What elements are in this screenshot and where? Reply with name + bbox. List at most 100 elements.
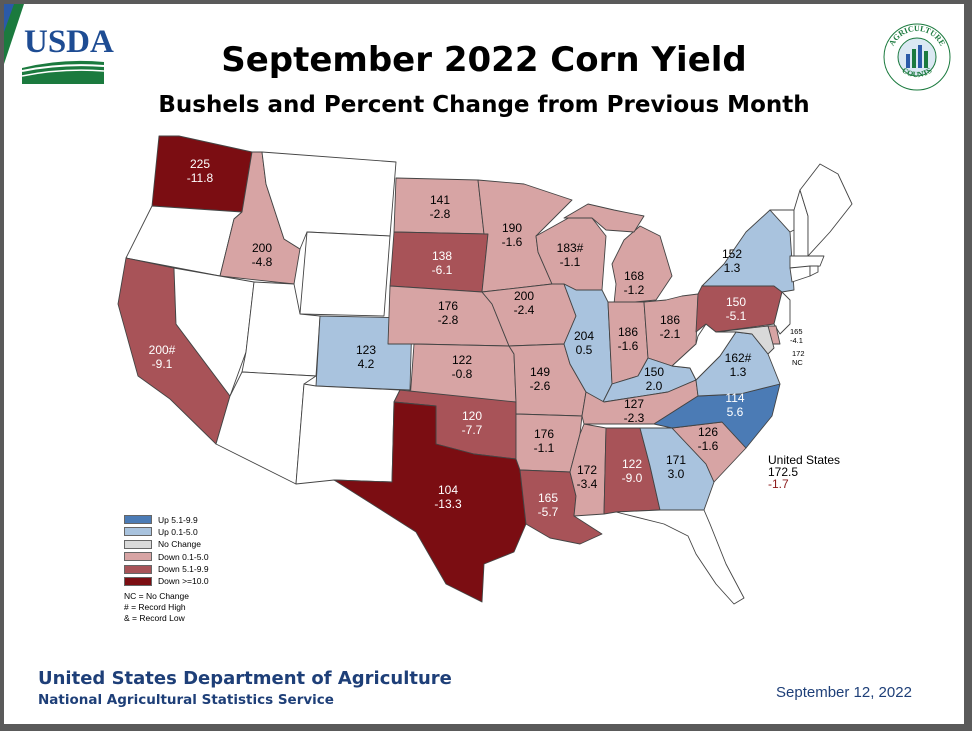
legend-swatch — [124, 552, 152, 562]
state-yield-la: 165 — [538, 491, 558, 505]
legend-item: No Change — [124, 539, 209, 550]
state-change-ok: -7.7 — [462, 423, 483, 437]
footer-date: September 12, 2022 — [776, 684, 912, 701]
state-NJ — [773, 291, 791, 335]
state-change-mn: -1.6 — [502, 235, 523, 249]
state-change-ny: 1.3 — [724, 261, 741, 275]
footer-org: United States Department of Agriculture — [38, 668, 452, 689]
legend-swatch — [124, 564, 152, 574]
us-total-change: -1.7 — [768, 477, 789, 491]
state-change-nd: -2.8 — [430, 207, 451, 221]
legend-swatch — [124, 539, 152, 549]
state-yield-tn: 127 — [624, 397, 644, 411]
state-yield-ia: 200 — [514, 289, 534, 303]
state-change-la: -5.7 — [538, 505, 559, 519]
state-yield-nd: 141 — [430, 193, 450, 207]
usda-logo: USDA — [22, 24, 114, 88]
footer-sub: National Agricultural Statistics Service — [38, 692, 334, 708]
us-map: 225-11.8200-4.8200#-9.11234.2141-2.8138-… — [117, 135, 853, 605]
state-change-ks: -0.8 — [452, 367, 473, 381]
state-yield-ks: 122 — [452, 353, 472, 367]
state-change-tn: -2.3 — [624, 411, 645, 425]
state-yield-ca: 200# — [149, 343, 176, 357]
state-yield-ar: 176 — [534, 427, 554, 441]
state-yield-ga: 171 — [666, 453, 686, 467]
state-NV — [173, 267, 255, 397]
state-change-ar: -1.1 — [534, 441, 555, 455]
state-FL — [615, 509, 745, 605]
state-yield-ne: 176 — [438, 299, 458, 313]
state-yield-co: 123 — [356, 343, 376, 357]
state-MI-UP — [563, 203, 645, 233]
state-change-ca: -9.1 — [152, 357, 173, 371]
usda-logo-swoosh — [22, 60, 104, 84]
state-yield-mo: 149 — [530, 365, 550, 379]
state-change-in: -1.6 — [618, 339, 639, 353]
us-total: United States 172.5 -1.7 — [768, 454, 840, 490]
state-NM — [295, 383, 401, 485]
state-change-id: -4.8 — [252, 255, 273, 269]
state-change-wi: -1.1 — [560, 255, 581, 269]
state-change-ne: -2.8 — [438, 313, 459, 327]
state-change-ga: 3.0 — [668, 467, 685, 481]
legend-label: Up 0.1-5.0 — [158, 526, 198, 537]
state-change-pa: -5.1 — [726, 309, 747, 323]
legend-note: & = Record Low — [124, 612, 185, 623]
state-change-mo: -2.6 — [530, 379, 551, 393]
state-change-de: -4.1 — [790, 336, 803, 345]
state-MI — [611, 225, 673, 305]
legend-item: Down >=10.0 — [124, 576, 209, 587]
legend-item: Down 5.1-9.9 — [124, 564, 209, 575]
state-change-nc: 5.6 — [727, 405, 744, 419]
state-RI — [809, 265, 819, 277]
state-yield-il: 204 — [574, 329, 594, 343]
legend-item: Down 0.1-5.0 — [124, 551, 209, 562]
legend-note: # = Record High — [124, 601, 186, 612]
state-yield-wi: 183# — [557, 241, 584, 255]
state-change-va: 1.3 — [730, 365, 747, 379]
usda-logo-text: USDA — [24, 24, 114, 60]
state-TX — [333, 401, 527, 603]
state-ME — [799, 163, 853, 257]
state-yield-oh: 186 — [660, 313, 680, 327]
us-total-yield: 172.5 — [768, 465, 799, 479]
state-change-tx: -13.3 — [434, 497, 462, 511]
state-yield-nc: 114 — [725, 391, 744, 405]
state-NY — [701, 209, 795, 293]
legend-label: Down 5.1-9.9 — [158, 564, 209, 575]
us-total-label: United States — [768, 453, 841, 467]
state-yield-mn: 190 — [502, 221, 522, 235]
state-yield-mi: 168 — [624, 269, 644, 283]
state-MT — [261, 151, 397, 250]
state-yield-ms: 172 — [577, 463, 597, 477]
state-yield-wa: 225 — [190, 157, 210, 171]
state-WY — [299, 231, 391, 317]
state-yield-va: 162# — [725, 351, 752, 365]
legend-label: Up 5.1-9.9 — [158, 514, 198, 525]
page-subtitle: Bushels and Percent Change from Previous… — [158, 92, 810, 118]
page-title: September 2022 Corn Yield — [221, 40, 747, 80]
state-yield-sd: 138 — [432, 249, 452, 263]
state-yield-ny: 152 — [722, 247, 742, 261]
state-labels: 225-11.8200-4.8200#-9.11234.2141-2.8138-… — [149, 157, 805, 519]
state-MA — [789, 255, 825, 269]
state-yield-pa: 150 — [726, 295, 746, 309]
state-MD — [715, 325, 775, 355]
corner-accent — [4, 4, 24, 64]
svg-text:COUNTS: COUNTS — [900, 66, 934, 80]
agriculture-counts-logo: AGRICULTURE COUNTS — [883, 23, 951, 91]
legend-label: Down >=10.0 — [158, 576, 209, 587]
legend-notes: NC = No Change # = Record High & = Recor… — [124, 591, 209, 624]
state-change-sd: -6.1 — [432, 263, 453, 277]
state-change-sc: -1.6 — [698, 439, 719, 453]
state-change-oh: -2.1 — [660, 327, 681, 341]
state-yield-id: 200 — [252, 241, 272, 255]
state-yield-in: 186 — [618, 325, 638, 339]
state-yield-al: 122 — [622, 457, 642, 471]
state-change-mi: -1.2 — [624, 283, 645, 297]
state-CT — [789, 265, 811, 283]
state-change-wa: -11.8 — [187, 171, 214, 185]
state-yield-ky: 150 — [644, 365, 664, 379]
legend-swatch — [124, 515, 152, 524]
legend-note: NC = No Change — [124, 590, 189, 601]
